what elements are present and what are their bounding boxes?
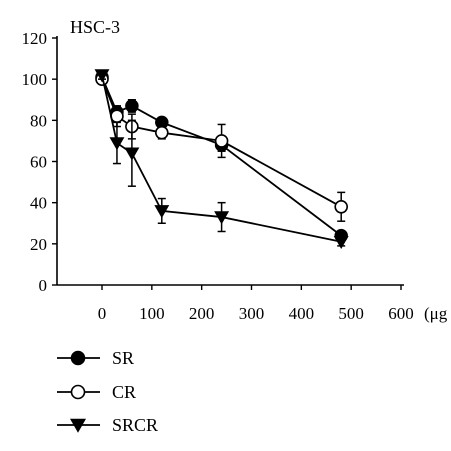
legend-item-srcr: SRCR [57, 415, 158, 435]
data-point-cr [214, 134, 229, 148]
data-point-sr [125, 99, 139, 113]
data-point-srcr [124, 147, 140, 161]
legend-marker-srcr [69, 418, 87, 433]
x-tick-label: 400 [289, 304, 315, 323]
ticks: 0 20 40 60 80 100 120 0 100 200 300 400 500 600 [22, 29, 414, 323]
x-tick-label: 300 [239, 304, 265, 323]
series-srcr [94, 69, 349, 250]
y-tick-label: 120 [22, 29, 48, 48]
data-point-srcr [214, 211, 230, 225]
x-tick-label: 200 [189, 304, 215, 323]
x-tick-label: 0 [98, 304, 107, 323]
y-tick-label: 100 [22, 70, 48, 89]
y-tick-label: 80 [30, 111, 47, 130]
series-cr [95, 72, 349, 222]
legend-label: SR [112, 348, 134, 368]
legend-item-cr: CR [57, 382, 136, 402]
data-point-cr [334, 199, 349, 214]
chart-title: HSC-3 [70, 17, 120, 37]
x-tick-label: 600 [388, 304, 414, 323]
data-point-srcr [154, 205, 170, 219]
x-tick-label: 500 [338, 304, 364, 323]
data-point-cr [155, 125, 169, 140]
series-layer [94, 69, 349, 250]
legend-label: SRCR [112, 415, 158, 435]
data-point-srcr [94, 69, 110, 83]
legend-item-sr: SR [57, 348, 134, 368]
data-point-srcr [333, 235, 349, 250]
legend-marker-cr [70, 384, 86, 400]
legend-marker-sr [70, 350, 86, 366]
y-tick-label: 20 [30, 235, 47, 254]
data-point-srcr [109, 137, 125, 151]
y-tick-label: 0 [39, 276, 48, 295]
axes [56, 36, 404, 286]
x-axis-unit-label: (μg [424, 304, 448, 323]
legend-label: CR [112, 382, 136, 402]
y-tick-label: 60 [30, 153, 47, 172]
y-tick-label: 40 [30, 194, 47, 213]
x-tick-label: 100 [139, 304, 165, 323]
series-line-srcr [101, 74, 342, 243]
